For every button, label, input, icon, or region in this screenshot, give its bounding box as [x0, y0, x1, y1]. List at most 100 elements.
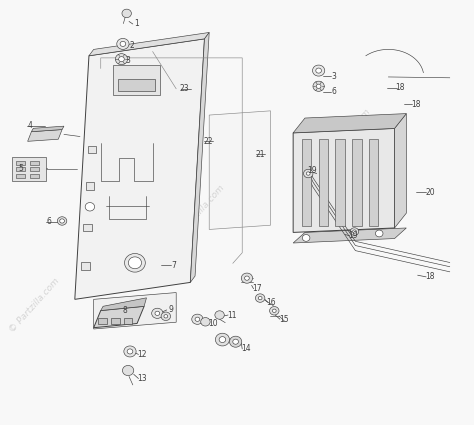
- Text: 13: 13: [137, 374, 147, 383]
- Text: 18: 18: [425, 272, 435, 281]
- Text: 6: 6: [46, 217, 51, 227]
- Polygon shape: [293, 113, 406, 133]
- Bar: [113, 65, 160, 95]
- Bar: [12, 157, 46, 181]
- Polygon shape: [319, 139, 328, 226]
- Circle shape: [302, 235, 310, 241]
- Polygon shape: [94, 292, 176, 329]
- Polygon shape: [293, 228, 406, 243]
- Circle shape: [316, 68, 321, 73]
- Text: 12: 12: [137, 350, 147, 359]
- Circle shape: [120, 41, 126, 46]
- Text: 11: 11: [227, 311, 237, 320]
- Polygon shape: [75, 39, 204, 299]
- Bar: [81, 263, 90, 270]
- Text: 22: 22: [203, 137, 213, 146]
- Circle shape: [125, 253, 146, 272]
- Text: 16: 16: [267, 298, 276, 307]
- Text: 9: 9: [168, 306, 173, 314]
- Bar: [30, 167, 39, 171]
- Circle shape: [270, 306, 279, 315]
- Polygon shape: [27, 130, 62, 142]
- Circle shape: [215, 311, 224, 319]
- Circle shape: [117, 38, 129, 49]
- Text: 3: 3: [332, 71, 337, 81]
- Circle shape: [192, 314, 203, 324]
- Bar: [30, 173, 39, 178]
- Polygon shape: [89, 32, 209, 56]
- Bar: [16, 167, 25, 171]
- Circle shape: [152, 308, 163, 318]
- Circle shape: [115, 54, 128, 65]
- Text: 15: 15: [279, 315, 289, 324]
- Circle shape: [273, 309, 276, 312]
- Text: 20: 20: [425, 188, 435, 197]
- Polygon shape: [31, 126, 64, 132]
- Circle shape: [164, 314, 168, 318]
- Text: © Partzilla.com: © Partzilla.com: [173, 184, 227, 241]
- Polygon shape: [94, 306, 144, 328]
- Circle shape: [306, 172, 310, 175]
- Circle shape: [312, 65, 325, 76]
- Circle shape: [313, 81, 324, 91]
- Circle shape: [353, 230, 356, 233]
- Circle shape: [60, 219, 64, 223]
- Circle shape: [255, 294, 265, 302]
- Text: 19: 19: [307, 167, 317, 176]
- Bar: [88, 146, 97, 153]
- Circle shape: [241, 273, 253, 283]
- Bar: [111, 318, 119, 324]
- Circle shape: [122, 366, 134, 376]
- Circle shape: [127, 349, 133, 354]
- Circle shape: [316, 84, 321, 88]
- Circle shape: [245, 276, 249, 280]
- Text: 17: 17: [253, 284, 262, 293]
- Circle shape: [375, 230, 383, 237]
- Circle shape: [57, 217, 67, 225]
- Circle shape: [122, 9, 131, 18]
- Circle shape: [85, 203, 95, 211]
- Bar: [83, 224, 92, 231]
- Circle shape: [219, 337, 226, 343]
- Bar: [30, 161, 39, 165]
- Text: 18: 18: [395, 83, 405, 92]
- Bar: [16, 173, 25, 178]
- Circle shape: [215, 333, 229, 346]
- Bar: [124, 318, 132, 324]
- Circle shape: [201, 317, 210, 326]
- Circle shape: [118, 57, 124, 62]
- Text: 3: 3: [126, 57, 130, 65]
- Circle shape: [303, 169, 313, 178]
- Circle shape: [161, 312, 171, 320]
- Text: 18: 18: [411, 100, 420, 109]
- Polygon shape: [301, 139, 311, 226]
- Bar: [99, 318, 107, 324]
- Polygon shape: [369, 139, 379, 226]
- Circle shape: [155, 311, 160, 315]
- Text: 6: 6: [332, 87, 337, 96]
- Circle shape: [350, 228, 359, 235]
- Text: 21: 21: [255, 150, 265, 159]
- Circle shape: [195, 317, 200, 321]
- Text: 23: 23: [180, 84, 190, 94]
- Polygon shape: [394, 113, 406, 228]
- Bar: [118, 79, 155, 91]
- Text: 7: 7: [172, 261, 176, 270]
- Text: © Partzilla.com: © Partzilla.com: [319, 107, 373, 165]
- Text: 2: 2: [129, 41, 134, 50]
- Bar: [86, 182, 94, 190]
- Text: 19: 19: [348, 231, 358, 240]
- Text: 4: 4: [27, 121, 32, 130]
- Polygon shape: [352, 139, 362, 226]
- Polygon shape: [191, 32, 209, 282]
- Text: © Partzilla.com: © Partzilla.com: [8, 277, 62, 334]
- Circle shape: [229, 336, 242, 347]
- Text: 10: 10: [208, 319, 218, 328]
- Polygon shape: [101, 298, 146, 311]
- Polygon shape: [293, 128, 394, 232]
- Text: 5: 5: [18, 164, 23, 173]
- Text: 14: 14: [241, 344, 251, 354]
- Circle shape: [124, 346, 136, 357]
- Polygon shape: [336, 139, 345, 226]
- Circle shape: [128, 257, 142, 269]
